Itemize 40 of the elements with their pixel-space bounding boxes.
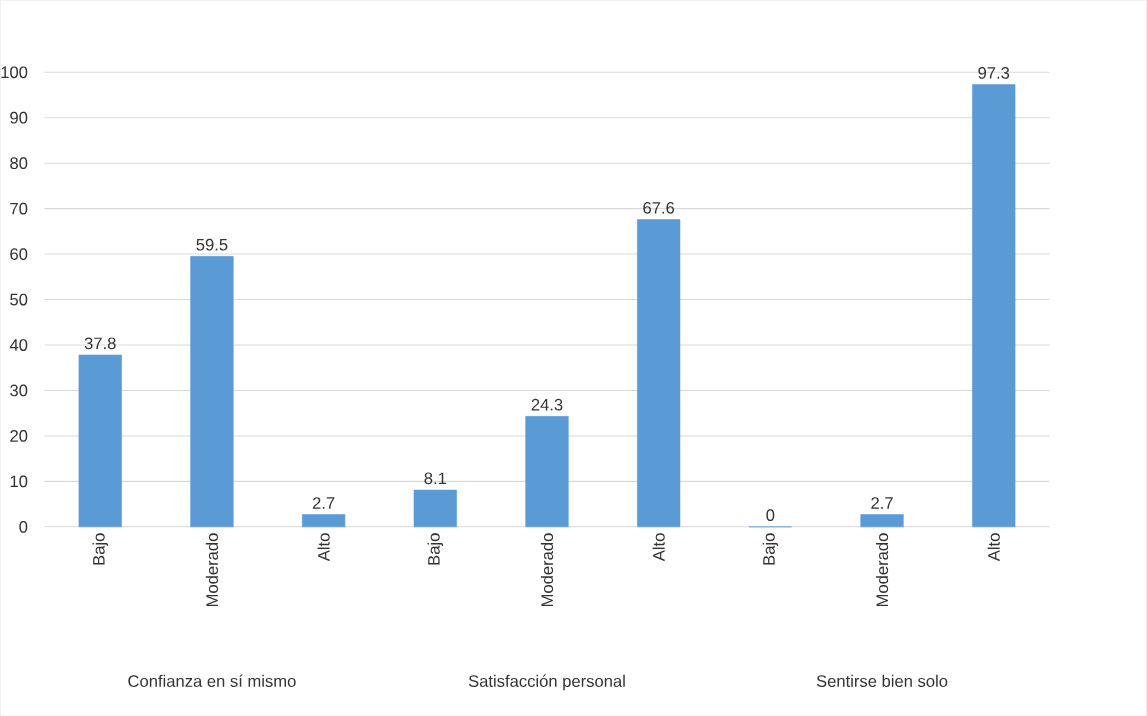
y-tick-label: 90 xyxy=(10,111,28,124)
y-tick-label: 100 xyxy=(1,66,28,78)
bar xyxy=(302,514,346,527)
data-label: 97.3 xyxy=(978,66,1010,79)
bar xyxy=(972,84,1016,527)
y-tick-label: 40 xyxy=(9,338,28,351)
text: Confianza en sí mismo xyxy=(128,674,296,687)
x-tick-label: Alto xyxy=(652,533,665,561)
y-tick-label: 60 xyxy=(10,248,28,260)
x-tick-label: Bajo xyxy=(92,533,108,565)
text: Sentirse bien solo xyxy=(816,674,948,687)
data-label: 2.7 xyxy=(312,496,335,509)
data-label: 37.8 xyxy=(84,337,116,350)
data-label: 59.5 xyxy=(196,238,228,251)
y-tick-label: 0 xyxy=(19,520,28,533)
x-tick-label: Moderado xyxy=(540,533,554,606)
y-tick-label: 80 xyxy=(10,157,28,169)
y-tick-label: 70 xyxy=(10,202,28,215)
data-label: 2.7 xyxy=(871,496,893,509)
x-tick-label: Alto xyxy=(987,533,1000,561)
x-tick-label: Bajo xyxy=(427,533,444,565)
y-tick-label: 50 xyxy=(10,293,28,306)
x-tick-label: Alto xyxy=(317,533,330,561)
text: Satisfacción personal xyxy=(468,674,625,691)
bar xyxy=(413,489,457,527)
x-tick-label: Bajo xyxy=(762,533,779,565)
bar xyxy=(637,219,681,527)
data-label: 24.3 xyxy=(531,398,563,411)
y-tick-label: 10 xyxy=(10,475,28,488)
y-tick-label: 30 xyxy=(10,384,28,397)
bar xyxy=(860,514,904,527)
bar xyxy=(78,354,122,527)
data-label: 8.1 xyxy=(424,472,447,485)
data-label: 0 xyxy=(766,509,775,521)
bar xyxy=(190,255,234,527)
bar xyxy=(525,415,569,527)
x-tick-label: Moderado xyxy=(875,533,889,606)
x-tick-label: Moderado xyxy=(205,533,219,606)
data-label: 67.6 xyxy=(643,201,675,214)
y-tick-label: 20 xyxy=(10,429,28,442)
